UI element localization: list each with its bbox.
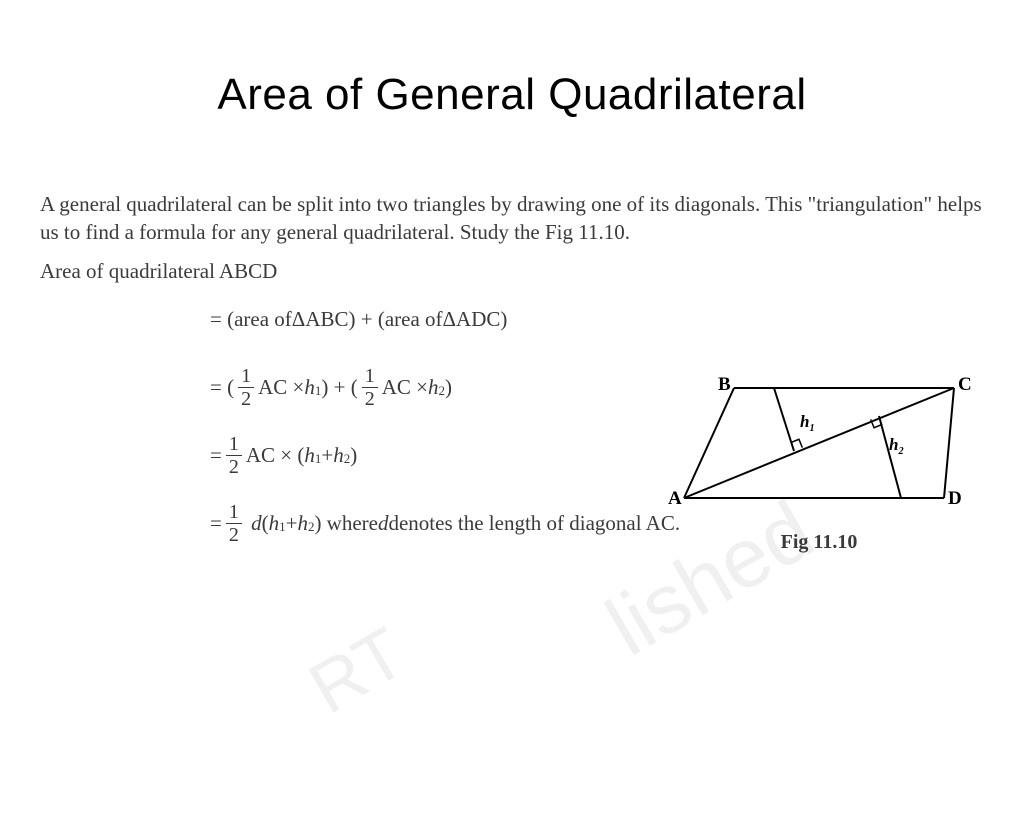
eq2-ac2: AC × (382, 375, 428, 400)
fraction-half: 1 2 (226, 434, 242, 477)
eq3-h2-var: h (333, 443, 344, 468)
fraction-half: 1 2 (226, 502, 242, 545)
eq4-h1-sub: 1 (279, 519, 286, 535)
frac-den: 2 (362, 387, 378, 409)
watermark-text: RT (296, 612, 419, 730)
frac-den: 2 (226, 523, 242, 545)
eq4-open: ( (262, 511, 269, 536)
eq2-ac1: AC × (258, 375, 304, 400)
eq4-h2-var: h (297, 511, 308, 536)
delta-symbol: Δ (292, 307, 306, 332)
fraction-half: 1 2 (238, 366, 254, 409)
eq4-plus: + (286, 511, 298, 536)
frac-num: 1 (241, 366, 251, 387)
eq4-h2-sub: 2 (308, 519, 315, 535)
eq2-h2-sub: 2 (438, 383, 445, 399)
eq2-eq: = ( (210, 375, 234, 400)
eq4-denotes: denotes the length of diagonal AC. (388, 511, 680, 536)
frac-num: 1 (229, 502, 239, 523)
eq1-lhs: = (area of (210, 307, 292, 332)
eq4-d-var2: d (378, 511, 389, 536)
svg-text:A: A (668, 488, 682, 509)
eq2-mid: ) + ( (321, 375, 357, 400)
subtitle-text: Area of quadrilateral ABCD (40, 259, 984, 284)
svg-text:h2: h2 (889, 435, 904, 457)
frac-den: 2 (238, 387, 254, 409)
svg-text:D: D (948, 488, 962, 509)
svg-text:h1: h1 (800, 412, 815, 434)
eq2-h2-var: h (428, 375, 439, 400)
eq3-ac: AC × ( (246, 443, 305, 468)
eq2-h1-var: h (304, 375, 315, 400)
eq3-h2-sub: 2 (344, 451, 351, 467)
svg-text:C: C (958, 374, 972, 395)
quadrilateral-diagram: A B C Dh1 h2 (664, 368, 974, 518)
eq4-where: ) where (314, 511, 378, 536)
figure-caption: Fig 11.10 (664, 531, 974, 554)
intro-text: A general quadrilateral can be split int… (40, 190, 984, 247)
eq3-h1-var: h (304, 443, 315, 468)
eq3-end: ) (350, 443, 357, 468)
eq1-tri1: ABC) + (area of (305, 307, 442, 332)
eq1-tri2: ADC) (456, 307, 507, 332)
eq3-h1-sub: 1 (315, 451, 322, 467)
figure-container: A B C Dh1 h2 Fig 11.10 (664, 368, 974, 554)
eq4-d-var: d (251, 511, 262, 536)
equation-line-1: = (area of Δ ABC) + (area of Δ ADC) (210, 298, 984, 342)
page-title: Area of General Quadrilateral (0, 70, 1024, 120)
frac-den: 2 (226, 455, 242, 477)
frac-num: 1 (365, 366, 375, 387)
eq3-eq: = (210, 443, 222, 468)
fraction-half: 1 2 (362, 366, 378, 409)
frac-num: 1 (229, 434, 239, 455)
delta-symbol: Δ (443, 307, 457, 332)
svg-text:B: B (718, 374, 731, 395)
eq4-eq: = (210, 511, 222, 536)
eq2-h1-sub: 1 (315, 383, 322, 399)
eq3-plus: + (321, 443, 333, 468)
eq4-h1-var: h (269, 511, 280, 536)
eq2-end: ) (445, 375, 452, 400)
